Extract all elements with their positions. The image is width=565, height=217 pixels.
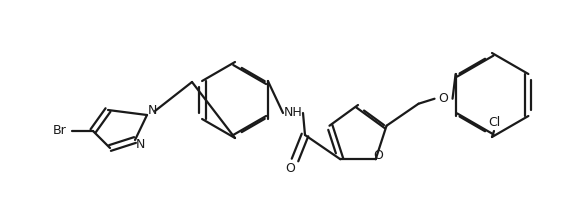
Text: NH: NH xyxy=(284,107,302,120)
Text: Br: Br xyxy=(53,125,67,138)
Text: O: O xyxy=(373,149,384,162)
Text: Cl: Cl xyxy=(488,117,500,130)
Text: O: O xyxy=(438,92,449,105)
Text: N: N xyxy=(135,138,145,151)
Text: N: N xyxy=(147,104,157,117)
Text: O: O xyxy=(285,161,295,174)
